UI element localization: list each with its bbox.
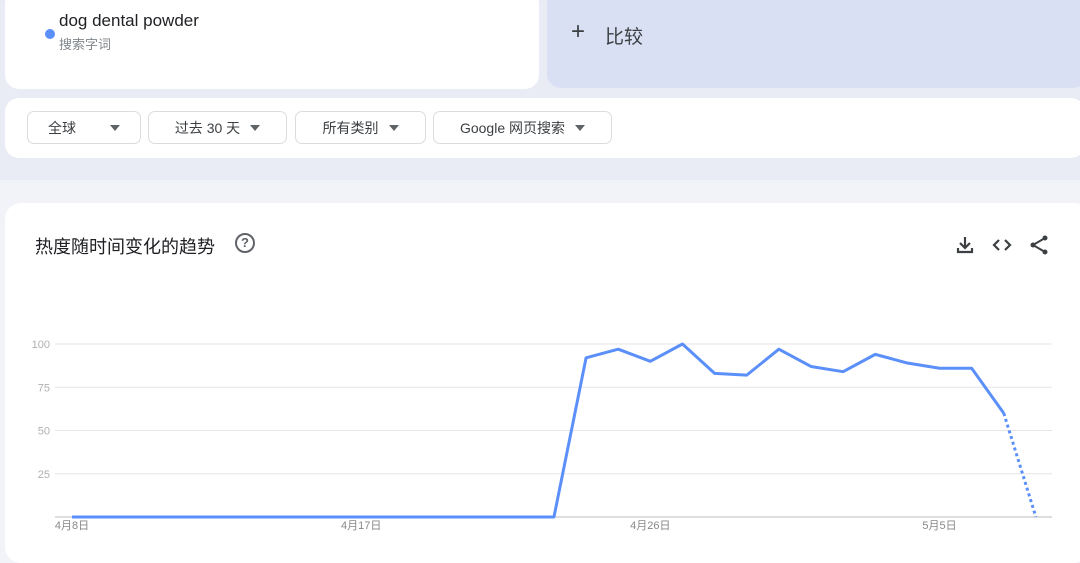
time-range-value: 过去 30 天 [174, 119, 241, 136]
y-tick-label: 25 [38, 469, 50, 481]
embed-code-icon[interactable] [990, 233, 1014, 257]
series-line-partial [1002, 412, 1038, 518]
series-line [72, 342, 1005, 519]
y-tick-label: 50 [38, 426, 50, 438]
chevron-down-icon [110, 124, 120, 131]
y-tick-label: 75 [38, 382, 50, 394]
search-type-value: Google 网页搜索 [459, 119, 566, 136]
compare-label: 比较 [605, 27, 644, 48]
series-color-dot [45, 29, 55, 39]
chevron-down-icon [575, 124, 586, 131]
x-tick-label: 4月8日 [55, 520, 89, 532]
download-icon[interactable] [953, 233, 977, 257]
time-range-dropdown[interactable]: 过去 30 天 [148, 111, 287, 144]
category-dropdown[interactable]: 所有类别 [295, 111, 426, 144]
filter-bar: 全球 过去 30 天 所有类别 Google 网页搜索 [5, 98, 1080, 158]
x-tick-label: 4月26日 [630, 520, 670, 532]
chart-title: 热度随时间变化的趋势 [35, 237, 215, 257]
search-type-dropdown[interactable]: Google 网页搜索 [433, 111, 612, 144]
help-icon[interactable]: ? [235, 233, 255, 253]
region-value: 全球 [48, 119, 76, 136]
x-tick-label: 5月5日 [922, 520, 956, 532]
share-icon[interactable] [1027, 233, 1051, 257]
x-tick-label: 4月17日 [341, 520, 381, 532]
compare-button[interactable]: + 比较 [547, 0, 1080, 88]
search-term-type: 搜索字词 [59, 37, 112, 52]
plus-icon: + [571, 18, 586, 45]
y-tick-label: 100 [32, 339, 50, 351]
trend-line-chart: 25 50 75 100 4月8日 4月17日 4月26日 5月5日 [32, 339, 1052, 532]
search-term-card[interactable]: dog dental powder 搜索字词 [5, 0, 539, 89]
chevron-down-icon [250, 124, 261, 131]
search-term-label: dog dental powder [59, 11, 199, 30]
interest-over-time-card: 热度随时间变化的趋势 ? [5, 203, 1080, 563]
region-dropdown[interactable]: 全球 [27, 111, 141, 144]
chevron-down-icon [388, 124, 399, 131]
category-value: 所有类别 [322, 119, 379, 136]
